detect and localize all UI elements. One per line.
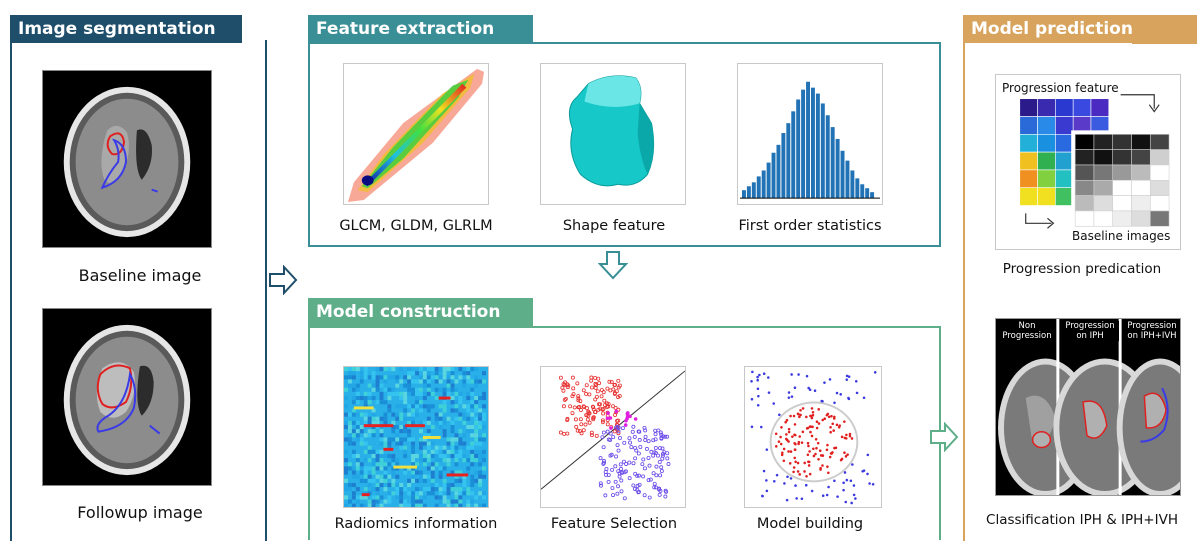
- ct-label-non-progression: Non Progression: [998, 321, 1056, 341]
- followup-ct-image: [42, 308, 212, 486]
- baseline-ct-image: [42, 70, 212, 248]
- feature-extraction-panel: [308, 42, 941, 247]
- baseline-images-label: Baseline images: [1072, 229, 1171, 243]
- radiomics-heatmap-image: [343, 366, 489, 508]
- glcm-scatter-image: [343, 63, 489, 205]
- ct-label-progression-iph: Progression on IPH: [1061, 321, 1119, 341]
- baseline-image-caption: Baseline image: [78, 266, 202, 285]
- model-prediction-top-rule: [1132, 42, 1197, 44]
- progression-predication-caption: Progression predication: [1002, 261, 1162, 277]
- glcm-caption: GLCM, GLDM, GLRLM: [339, 218, 493, 234]
- first-order-histogram-image: [737, 63, 883, 205]
- radiomics-caption: Radiomics information: [334, 516, 498, 532]
- ct-label-progression-iph-ivh: Progression on IPH+IVH: [1123, 321, 1180, 341]
- progression-feature-label: Progression feature: [1002, 81, 1119, 95]
- image-segmentation-title: Image segmentation: [10, 15, 242, 43]
- classification-caption: Classification IPH & IPH+IVH: [986, 512, 1178, 528]
- feature-selection-image: [540, 366, 686, 508]
- arrow-segmentation-to-features: [268, 265, 298, 295]
- feature-extraction-title: Feature extraction: [308, 15, 533, 43]
- image-segmentation-panel: [10, 40, 267, 541]
- model-building-caption: Model building: [756, 516, 864, 532]
- progression-heatmap-box: Progression feature Baseline images: [995, 74, 1181, 250]
- followup-image-caption: Followup image: [77, 503, 203, 522]
- classification-ct-strip: Non Progression Progression on IPH Progr…: [995, 318, 1181, 496]
- feature-selection-caption: Feature Selection: [550, 516, 678, 532]
- model-construction-title: Model construction: [308, 298, 533, 326]
- model-prediction-title: Model prediction: [963, 15, 1197, 43]
- shape-feature-image: [540, 63, 686, 205]
- first-order-caption: First order statistics: [738, 218, 882, 234]
- model-prediction-panel: [963, 42, 1197, 541]
- arrow-construction-to-prediction: [929, 422, 959, 452]
- model-building-image: [744, 366, 882, 508]
- shape-feature-caption: Shape feature: [562, 218, 666, 234]
- arrow-extraction-to-construction: [598, 250, 628, 280]
